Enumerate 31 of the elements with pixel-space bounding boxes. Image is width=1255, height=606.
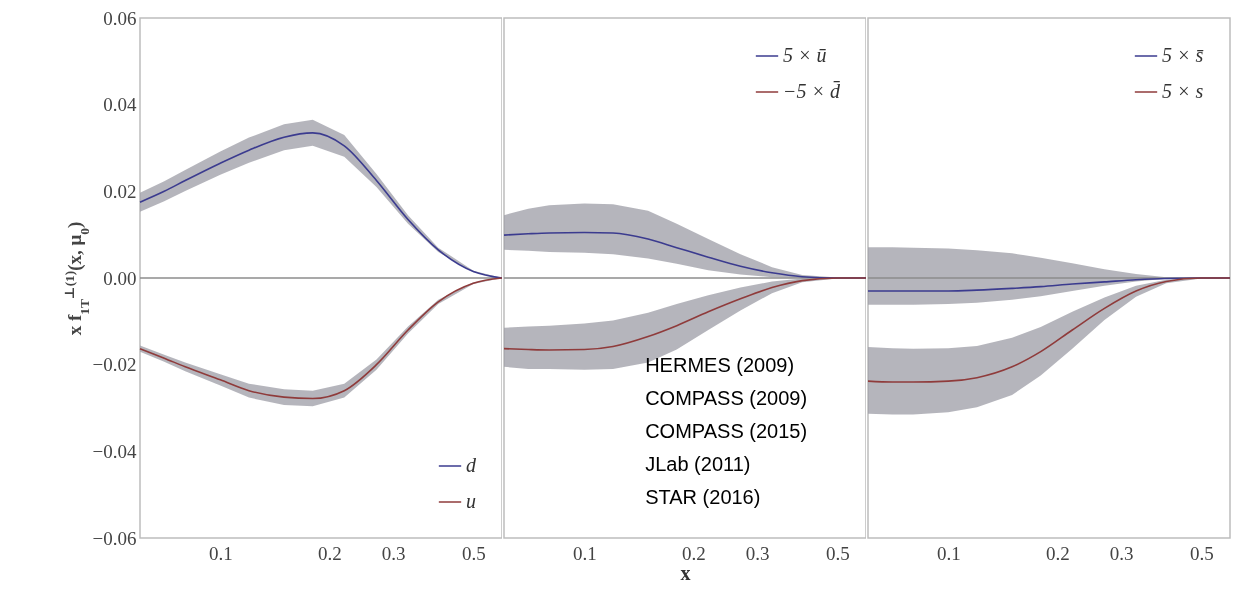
legend-label: 5 × s bbox=[1162, 80, 1204, 102]
y-tick-label: −0.02 bbox=[92, 354, 137, 376]
x-tick-label: 0.3 bbox=[381, 542, 406, 564]
x-tick-label: 0.5 bbox=[461, 542, 486, 564]
y-tick-label: 0.00 bbox=[103, 267, 137, 289]
legend-label: −5 × d̄ bbox=[783, 80, 841, 102]
y-tick-label: −0.06 bbox=[92, 527, 137, 549]
x-tick-label: 0.2 bbox=[317, 542, 342, 564]
x-tick-label: 0.1 bbox=[572, 542, 597, 564]
y-tick-label: 0.02 bbox=[103, 180, 137, 202]
x-tick-label: 0.5 bbox=[1189, 542, 1214, 564]
x-tick-label: 0.2 bbox=[1045, 542, 1070, 564]
x-tick-label: 0.3 bbox=[1109, 542, 1134, 564]
legend-label: u bbox=[466, 490, 476, 512]
x-tick-label: 0.1 bbox=[208, 542, 233, 564]
legend-label: 5 × ū bbox=[783, 44, 827, 66]
legend-label: d bbox=[466, 454, 477, 476]
y-tick-label: 0.04 bbox=[103, 94, 137, 116]
legend-label: 5 × s̄ bbox=[1162, 44, 1204, 66]
x-tick-label: 0.2 bbox=[681, 542, 706, 564]
annotation: STAR (2016) bbox=[645, 486, 761, 509]
y-tick-label: 0.06 bbox=[103, 7, 137, 29]
y-tick-label: −0.04 bbox=[92, 440, 137, 462]
annotation: HERMES (2009) bbox=[645, 354, 795, 377]
annotation: COMPASS (2009) bbox=[645, 387, 808, 410]
annotation: COMPASS (2015) bbox=[645, 420, 808, 443]
x-tick-label: 0.5 bbox=[825, 542, 850, 564]
x-axis-title: x bbox=[680, 561, 691, 584]
annotation: JLab (2011) bbox=[645, 453, 751, 476]
x-tick-label: 0.1 bbox=[936, 542, 961, 564]
x-tick-label: 0.3 bbox=[745, 542, 770, 564]
